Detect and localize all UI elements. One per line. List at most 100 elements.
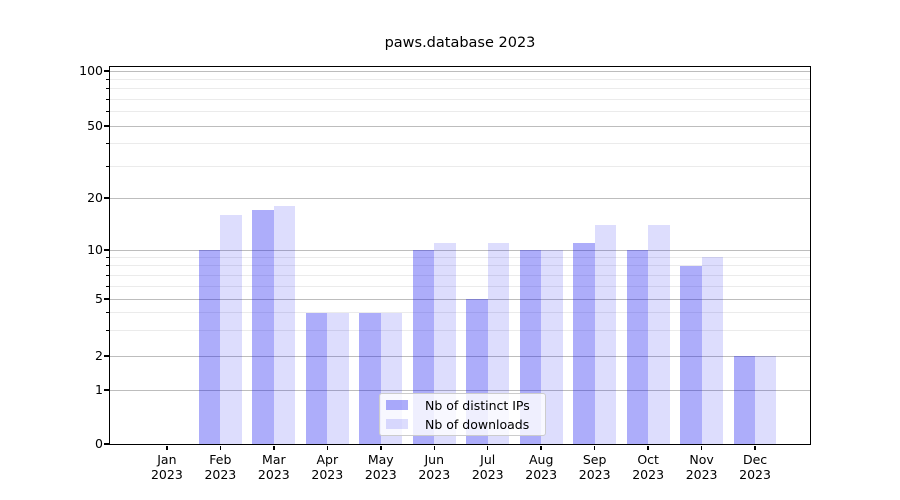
gridline-major [110, 125, 810, 127]
y-minor-tick [106, 98, 109, 100]
bar-downloads-mar [273, 205, 296, 444]
chart-title: paws.database 2023 [384, 35, 536, 51]
bar-distinct-ips-feb [198, 250, 221, 444]
y-tick-label: 1 [95, 382, 103, 397]
x-label-year: 2023 [739, 467, 771, 482]
x-label-month: May [367, 452, 394, 467]
bar-downloads-apr [327, 312, 349, 444]
y-minor-tick [106, 256, 109, 258]
gridline-minor [110, 312, 810, 314]
x-tick [380, 445, 382, 450]
x-tick-label: Apr 2023 [295, 452, 359, 482]
x-label-month: Aug [528, 452, 554, 467]
x-tick-label: Mar 2023 [242, 452, 306, 482]
x-tick [593, 445, 596, 450]
y-minor-tick [106, 312, 109, 314]
y-tick [104, 70, 109, 72]
gridline-major [110, 389, 810, 391]
legend-label-distinct-ips: Nb of distinct IPs [425, 397, 530, 413]
x-tick [700, 445, 703, 450]
x-label-year: 2023 [150, 467, 183, 482]
gridline-major [110, 249, 810, 251]
bar-distinct-ips-sep [573, 242, 595, 444]
y-tick-label: 2 [95, 348, 103, 363]
x-label-year: 2023 [418, 467, 451, 482]
x-label-year: 2023 [632, 467, 665, 482]
y-minor-tick [106, 165, 109, 167]
y-tick [104, 355, 109, 357]
bar-distinct-ips-nov [680, 265, 702, 444]
y-minor-tick [106, 265, 109, 267]
legend-swatch-distinct-ips [386, 399, 408, 411]
x-label-year: 2023 [257, 467, 290, 482]
x-tick [540, 445, 542, 450]
y-tick-label: 5 [95, 291, 103, 306]
x-label-year: 2023 [204, 467, 237, 482]
gridline-minor [110, 78, 810, 80]
y-tick [104, 443, 109, 445]
x-tick [219, 445, 222, 450]
legend-label-downloads: Nb of downloads [425, 416, 530, 432]
x-label-year: 2023 [578, 467, 611, 482]
x-tick-label: Oct 2023 [616, 452, 680, 482]
bar-distinct-ips-dec [733, 356, 756, 444]
x-tick-label: Nov 2023 [670, 452, 734, 482]
gridline-minor [110, 330, 810, 332]
y-tick [104, 125, 109, 127]
gridline-major [110, 70, 810, 72]
x-label-year: 2023 [525, 467, 558, 482]
y-minor-tick [106, 330, 109, 332]
x-tick [433, 445, 435, 450]
y-tick [104, 389, 109, 391]
bar-downloads-oct [648, 224, 670, 444]
x-label-month: Mar [262, 452, 286, 467]
gridline-minor [110, 256, 810, 258]
gridline-minor [110, 98, 810, 100]
y-minor-tick [106, 274, 109, 276]
bar-distinct-ips-mar [252, 210, 274, 444]
x-label-year: 2023 [471, 467, 504, 482]
x-tick-label: May 2023 [349, 452, 413, 482]
x-tick-label: Sep 2023 [563, 452, 627, 482]
bar-downloads-sep [594, 224, 617, 444]
bar-downloads-nov [701, 257, 723, 444]
gridline-major [110, 298, 810, 300]
bar-distinct-ips-oct [626, 250, 649, 444]
bar-downloads-dec [755, 356, 777, 444]
x-tick [754, 445, 756, 450]
x-tick [166, 445, 168, 450]
x-label-year: 2023 [311, 467, 344, 482]
x-tick-label: Jan 2023 [135, 452, 199, 482]
bar-distinct-ips-apr [305, 312, 328, 444]
gridline-minor [110, 285, 810, 287]
y-minor-tick [106, 285, 109, 287]
x-tick-label: Jul 2023 [456, 452, 520, 482]
gridline-minor [110, 265, 810, 267]
x-label-month: Jun [424, 452, 445, 467]
gridline-minor [110, 143, 810, 145]
y-tick-label: 100 [79, 63, 103, 78]
legend-swatch-downloads [386, 418, 408, 430]
bar-distinct-ips-may [359, 312, 381, 444]
bar-downloads-feb [220, 214, 242, 444]
x-tick [326, 445, 329, 450]
gridline-minor [110, 165, 810, 167]
y-tick [104, 249, 109, 251]
x-tick-label: Jun 2023 [402, 452, 466, 482]
x-tick [647, 445, 649, 450]
y-tick-label: 0 [95, 436, 103, 451]
y-tick [104, 197, 109, 199]
y-minor-tick [106, 111, 109, 113]
gridline-minor [110, 88, 810, 90]
legend-entry-downloads: Nb of downloads [386, 417, 545, 432]
gridline-minor [110, 111, 810, 113]
x-label-month: Oct [637, 452, 659, 467]
gridline-major [110, 355, 810, 357]
gridline-minor [110, 274, 810, 276]
x-tick-label: Feb 2023 [188, 452, 252, 482]
legend: Nb of distinct IPs Nb of downloads [379, 393, 546, 436]
x-label-month: Nov [689, 452, 714, 467]
x-label-month: Apr [316, 452, 339, 467]
gridline-major [110, 197, 810, 199]
